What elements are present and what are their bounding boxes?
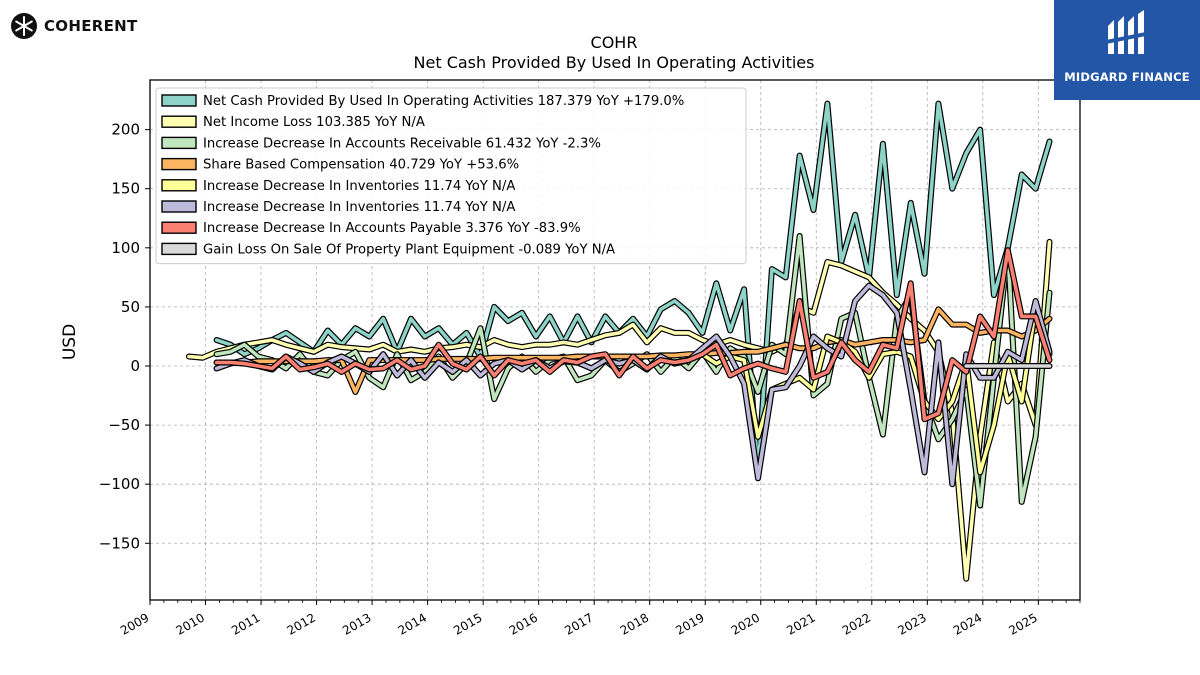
legend-swatch (161, 200, 197, 213)
x-tick-label: 2020 (729, 610, 762, 637)
legend-item: Share Based Compensation 40.729 YoY +53.… (161, 157, 519, 173)
legend-item: Net Cash Provided By Used In Operating A… (161, 94, 684, 109)
series-line (214, 101, 1052, 475)
x-tick-label: 2022 (840, 610, 873, 637)
legend-item: Increase Decrease In Inventories 11.74 Y… (161, 200, 515, 215)
coherent-snowflake-icon (11, 13, 37, 39)
legend-label: Increase Decrease In Accounts Receivable… (203, 136, 601, 151)
legend-swatch (161, 221, 197, 234)
legend-swatch (161, 136, 197, 150)
x-tick-label: 2013 (340, 610, 373, 637)
legend-swatch (161, 115, 197, 128)
y-tick-label: 200 (111, 121, 140, 139)
x-tick-label: 2023 (895, 610, 928, 637)
legend-label: Increase Decrease In Accounts Payable 3.… (203, 221, 581, 236)
x-tick-label: 2024 (951, 610, 984, 637)
series-1 (185, 238, 1053, 582)
y-tick-label: −150 (99, 534, 140, 552)
legend-label: Net Income Loss 103.385 YoY N/A (203, 115, 425, 130)
x-tick-label: 2016 (507, 610, 540, 637)
coherent-logo: COHERENT (10, 10, 160, 42)
series-layer (185, 100, 1053, 582)
midgard-logo-text: MIDGARD FINANCE (1064, 70, 1190, 84)
x-tick-label: 2019 (673, 610, 706, 637)
legend-swatch (161, 242, 197, 256)
legend: Net Cash Provided By Used In Operating A… (155, 87, 747, 265)
x-tick-label: 2017 (562, 610, 595, 637)
midgard-finance-logo: MIDGARD FINANCE (1054, 0, 1200, 100)
legend-label: Increase Decrease In Inventories 11.74 Y… (203, 200, 515, 215)
y-tick-label: −50 (108, 416, 140, 434)
plot-frame (149, 79, 1081, 601)
y-tick-label: −100 (99, 475, 140, 493)
series-0 (213, 100, 1053, 476)
legend-swatch (161, 179, 197, 192)
x-tick-label: 2009 (118, 610, 151, 637)
y-tick-label: 150 (111, 180, 140, 198)
chart-subtitle: Net Cash Provided By Used In Operating A… (414, 53, 815, 72)
legend-label: Share Based Compensation 40.729 YoY +53.… (203, 158, 519, 173)
midgard-monogram-icon (1106, 10, 1146, 54)
series-line (214, 248, 1052, 422)
y-axis-label: USD (60, 324, 80, 360)
x-tick-label: 2011 (229, 610, 262, 637)
series-outline (185, 238, 1053, 582)
legend-item: Increase Decrease In Accounts Receivable… (161, 136, 601, 151)
x-tick-label: 2025 (1006, 610, 1039, 637)
legend-label: Net Cash Provided By Used In Operating A… (203, 94, 684, 109)
x-tick-label: 2021 (784, 610, 817, 637)
legend-item: Net Income Loss 103.385 YoY N/A (161, 115, 425, 130)
coherent-logo-text: COHERENT (44, 17, 138, 35)
series-6 (213, 247, 1053, 423)
series-line (187, 240, 1052, 581)
legend-swatch (161, 157, 197, 171)
legend-item: Increase Decrease In Accounts Payable 3.… (161, 221, 581, 236)
y-tick-label: 100 (111, 239, 140, 257)
chart-title: COHR (591, 33, 638, 52)
legend-swatch (161, 94, 197, 107)
legend-label: Gain Loss On Sale Of Property Plant Equi… (203, 242, 615, 257)
x-tick-label: 2012 (285, 610, 318, 637)
x-tick-label: 2015 (451, 610, 484, 637)
x-tick-label: 2018 (618, 610, 651, 637)
y-tick-label: 0 (130, 357, 140, 375)
legend-item: Increase Decrease In Inventories 11.74 Y… (161, 179, 515, 194)
y-tick-label: 50 (121, 298, 140, 316)
legend-item: Gain Loss On Sale Of Property Plant Equi… (161, 242, 615, 257)
x-tick-label: 2010 (174, 610, 207, 637)
x-tick-label: 2014 (396, 610, 429, 637)
legend-box (155, 87, 747, 265)
legend-label: Increase Decrease In Inventories 11.74 Y… (203, 179, 515, 194)
